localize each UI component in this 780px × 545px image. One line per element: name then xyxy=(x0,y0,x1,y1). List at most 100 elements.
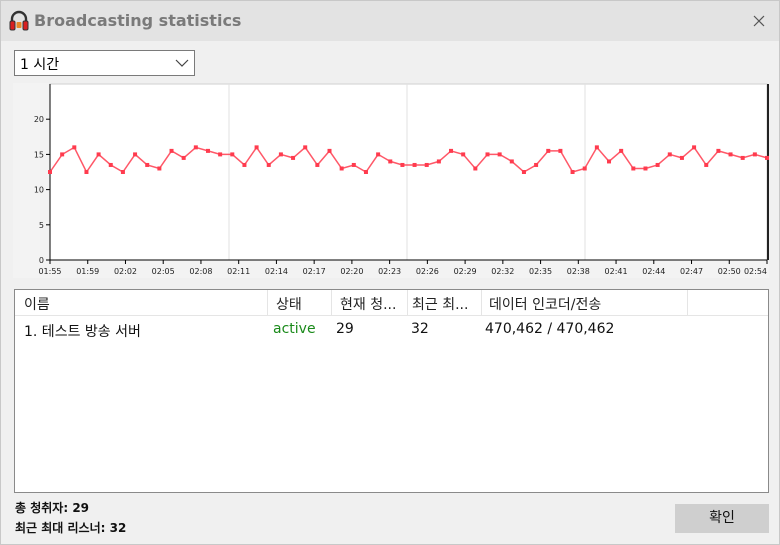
column-header-name[interactable]: 이름 xyxy=(24,297,50,313)
data-point xyxy=(436,159,441,164)
data-point xyxy=(218,152,223,157)
data-point xyxy=(728,152,733,157)
data-point xyxy=(351,162,356,167)
headphones-icon xyxy=(9,10,29,31)
x-tick-label: 02:08 xyxy=(189,267,212,276)
close-button[interactable] xyxy=(745,7,773,35)
data-point xyxy=(667,152,672,157)
time-range-value: 1 시간 xyxy=(20,57,60,73)
chevron-down-icon xyxy=(175,59,189,67)
column-separator[interactable] xyxy=(407,290,408,316)
column-header-peak-listeners[interactable]: 최근 최... xyxy=(412,297,469,313)
plot-area xyxy=(49,83,768,261)
data-point xyxy=(509,159,514,164)
data-point xyxy=(388,159,393,164)
server-list[interactable]: 이름 상태 현재 청... 최근 최... 데이터 인코더/전송 1. 테스트 … xyxy=(14,289,769,493)
x-tick-label: 02:44 xyxy=(642,267,665,276)
window-title: Broadcasting statistics xyxy=(34,11,242,30)
data-point xyxy=(497,152,502,157)
data-point xyxy=(692,145,697,150)
x-tick-label: 01:59 xyxy=(76,267,99,276)
y-tick-label: 0 xyxy=(39,256,44,265)
y-tick-label: 20 xyxy=(34,115,44,124)
list-header: 이름 상태 현재 청... 최근 최... 데이터 인코더/전송 xyxy=(15,290,768,316)
x-tick-label: 02:02 xyxy=(114,267,137,276)
peak-listeners-label: 최근 최대 리스너: xyxy=(15,521,106,535)
data-point xyxy=(400,162,405,167)
close-icon xyxy=(753,15,765,27)
right-edge-marker xyxy=(767,84,769,260)
data-point xyxy=(278,152,283,157)
listener-line-chart: 0 5 10 15 20 01:55 01:59 02:02 02:05 02:08 02:11 02… xyxy=(34,83,769,276)
x-tick-label: 02:17 xyxy=(303,267,326,276)
server-status: active xyxy=(273,321,316,337)
data-point xyxy=(133,152,138,157)
total-listeners-value: 29 xyxy=(72,501,90,515)
total-listeners-line: 총 청취자: 29 xyxy=(15,498,126,518)
data-point xyxy=(242,162,247,167)
column-header-current-listeners[interactable]: 현재 청... xyxy=(340,297,397,313)
server-name: 1. 테스트 방송 서버 xyxy=(24,324,141,340)
data-point xyxy=(230,152,235,157)
x-tick-label: 02:50 xyxy=(718,267,741,276)
x-tick-label: 02:32 xyxy=(491,267,514,276)
total-listeners-label: 총 청취자: xyxy=(15,501,69,515)
column-header-data[interactable]: 데이터 인코더/전송 xyxy=(489,297,602,313)
data-point xyxy=(363,170,368,174)
data-point xyxy=(291,155,296,160)
ok-button[interactable]: 확인 xyxy=(675,504,769,533)
series-line xyxy=(49,146,768,174)
data-point xyxy=(558,148,563,153)
data-point xyxy=(424,162,429,167)
x-tick-label: 02:23 xyxy=(378,267,401,276)
column-separator[interactable] xyxy=(267,290,268,316)
data-point xyxy=(643,166,648,171)
data-point xyxy=(181,155,186,160)
data-point xyxy=(120,170,125,174)
peak-listeners-total-value: 32 xyxy=(109,521,127,535)
data-transfer-value: 470,462 / 470,462 xyxy=(485,321,615,337)
data-point xyxy=(327,148,332,153)
column-separator[interactable] xyxy=(331,290,332,316)
data-point xyxy=(619,148,624,153)
x-tick-label: 02:35 xyxy=(529,267,552,276)
data-point xyxy=(607,159,612,164)
data-point xyxy=(594,145,599,150)
data-point xyxy=(193,145,198,150)
data-point xyxy=(205,148,210,153)
data-point xyxy=(582,166,587,171)
peak-listeners-value: 32 xyxy=(411,321,429,337)
x-tick-label: 02:26 xyxy=(416,267,439,276)
y-tick-label: 10 xyxy=(34,186,44,195)
y-tick-label: 5 xyxy=(39,221,44,230)
data-point xyxy=(84,170,89,174)
x-tick-label: 02:14 xyxy=(265,267,288,276)
list-row[interactable]: 1. 테스트 방송 서버 active 29 32 470,462 / 470,… xyxy=(15,317,768,343)
data-point xyxy=(765,155,769,160)
data-point xyxy=(48,170,52,174)
data-point xyxy=(412,162,417,167)
x-tick-label: 02:54 xyxy=(744,267,767,276)
data-point xyxy=(716,148,721,153)
data-point xyxy=(376,152,381,157)
column-separator[interactable] xyxy=(481,290,482,316)
data-point xyxy=(570,170,575,174)
data-point xyxy=(631,166,636,171)
column-separator[interactable] xyxy=(687,290,688,316)
data-point xyxy=(169,148,174,153)
x-tick-label: 02:38 xyxy=(567,267,590,276)
column-header-status[interactable]: 상태 xyxy=(276,297,302,313)
x-tick-label: 01:55 xyxy=(38,267,61,276)
data-point xyxy=(740,155,745,160)
title-bar: Broadcasting statistics xyxy=(1,1,779,41)
data-point xyxy=(752,152,757,157)
x-tick-label: 02:05 xyxy=(152,267,175,276)
data-point xyxy=(461,152,466,157)
time-range-select[interactable]: 1 시간 xyxy=(14,50,195,76)
x-tick-label: 02:41 xyxy=(605,267,628,276)
statistics-chart: 0 5 10 15 20 01:55 01:59 02:02 02:05 02:08 02:11 02… xyxy=(13,83,769,278)
data-point xyxy=(303,145,308,150)
data-point xyxy=(655,162,660,167)
data-point xyxy=(473,166,478,171)
